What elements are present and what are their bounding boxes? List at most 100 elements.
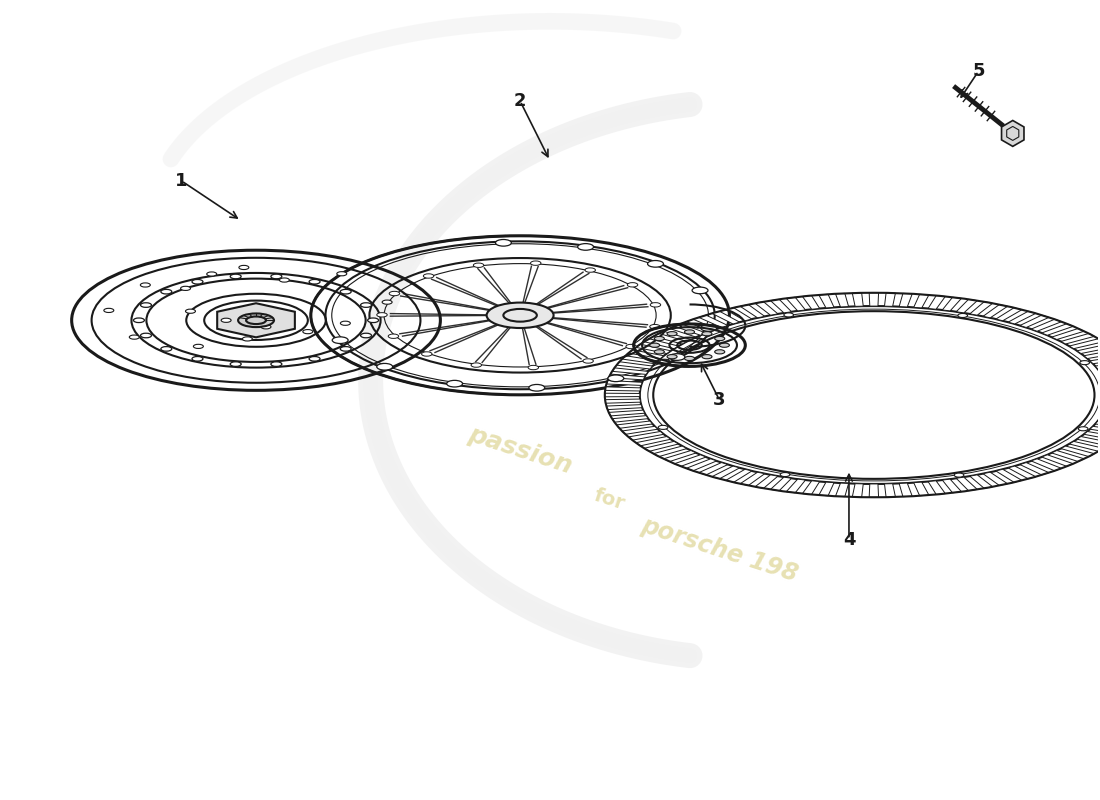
Ellipse shape — [715, 337, 725, 341]
Ellipse shape — [654, 350, 664, 354]
Ellipse shape — [302, 330, 312, 334]
Ellipse shape — [486, 302, 553, 328]
Polygon shape — [674, 324, 706, 335]
Polygon shape — [674, 454, 706, 466]
Polygon shape — [1084, 350, 1100, 358]
Text: for: for — [592, 486, 628, 514]
Ellipse shape — [271, 362, 282, 366]
Polygon shape — [770, 299, 792, 313]
Polygon shape — [686, 319, 716, 331]
Ellipse shape — [279, 278, 289, 282]
Polygon shape — [914, 294, 928, 308]
Ellipse shape — [530, 261, 541, 266]
Text: 4: 4 — [843, 530, 855, 549]
Polygon shape — [943, 298, 961, 311]
Polygon shape — [852, 484, 864, 497]
Ellipse shape — [650, 343, 660, 347]
Polygon shape — [1060, 334, 1094, 344]
Polygon shape — [899, 294, 912, 307]
Polygon shape — [928, 481, 945, 494]
Polygon shape — [996, 470, 1022, 482]
Ellipse shape — [271, 274, 282, 278]
Polygon shape — [645, 442, 679, 451]
Polygon shape — [928, 295, 945, 310]
Ellipse shape — [650, 302, 661, 307]
Ellipse shape — [361, 302, 372, 307]
Ellipse shape — [715, 350, 725, 354]
Ellipse shape — [701, 325, 716, 331]
Polygon shape — [645, 338, 679, 349]
Polygon shape — [1008, 311, 1036, 324]
Ellipse shape — [471, 363, 482, 367]
Ellipse shape — [141, 302, 152, 307]
Ellipse shape — [388, 334, 398, 338]
Polygon shape — [698, 462, 728, 475]
Ellipse shape — [780, 473, 790, 477]
Polygon shape — [1020, 462, 1049, 475]
Polygon shape — [1008, 466, 1036, 478]
Polygon shape — [605, 387, 640, 391]
Ellipse shape — [192, 279, 204, 284]
Polygon shape — [1084, 431, 1100, 440]
Polygon shape — [836, 294, 848, 307]
Polygon shape — [653, 334, 686, 344]
Ellipse shape — [242, 337, 252, 341]
Polygon shape — [983, 472, 1008, 486]
Polygon shape — [605, 399, 640, 403]
Ellipse shape — [669, 354, 685, 360]
Polygon shape — [608, 410, 645, 416]
Ellipse shape — [161, 346, 172, 351]
Polygon shape — [1069, 442, 1100, 451]
Ellipse shape — [161, 290, 172, 294]
Ellipse shape — [648, 261, 663, 267]
Ellipse shape — [207, 272, 217, 276]
Ellipse shape — [528, 366, 539, 370]
Polygon shape — [663, 450, 696, 462]
Polygon shape — [726, 470, 752, 482]
Ellipse shape — [650, 325, 660, 329]
Polygon shape — [983, 305, 1008, 318]
Polygon shape — [621, 426, 658, 434]
Polygon shape — [836, 483, 848, 497]
Polygon shape — [802, 481, 820, 494]
Ellipse shape — [141, 334, 152, 338]
Ellipse shape — [1078, 426, 1088, 430]
Ellipse shape — [180, 286, 190, 290]
Ellipse shape — [230, 274, 241, 278]
Polygon shape — [1096, 362, 1100, 369]
Polygon shape — [802, 295, 820, 310]
Ellipse shape — [719, 343, 729, 347]
Polygon shape — [636, 344, 671, 354]
Polygon shape — [755, 302, 778, 315]
Polygon shape — [1090, 426, 1100, 434]
Polygon shape — [740, 305, 764, 318]
Polygon shape — [869, 293, 879, 306]
Ellipse shape — [421, 352, 432, 356]
Ellipse shape — [578, 243, 594, 250]
Polygon shape — [1042, 454, 1074, 466]
Ellipse shape — [130, 335, 140, 339]
Polygon shape — [786, 298, 805, 311]
Polygon shape — [1060, 446, 1094, 457]
Ellipse shape — [238, 314, 274, 327]
Text: porsche 198: porsche 198 — [638, 513, 801, 586]
Polygon shape — [770, 477, 792, 490]
Ellipse shape — [133, 318, 144, 322]
Polygon shape — [786, 479, 805, 493]
Polygon shape — [1020, 315, 1049, 327]
Ellipse shape — [684, 330, 694, 334]
Ellipse shape — [424, 274, 433, 278]
Ellipse shape — [361, 334, 372, 338]
Polygon shape — [628, 431, 663, 440]
Text: 5: 5 — [972, 62, 984, 80]
Polygon shape — [1077, 344, 1100, 354]
Polygon shape — [606, 405, 642, 410]
Ellipse shape — [340, 346, 351, 351]
Ellipse shape — [658, 426, 668, 430]
Ellipse shape — [958, 314, 968, 318]
Ellipse shape — [608, 375, 624, 382]
Ellipse shape — [702, 332, 712, 336]
Ellipse shape — [337, 272, 346, 276]
Ellipse shape — [367, 318, 378, 322]
Ellipse shape — [309, 357, 320, 361]
